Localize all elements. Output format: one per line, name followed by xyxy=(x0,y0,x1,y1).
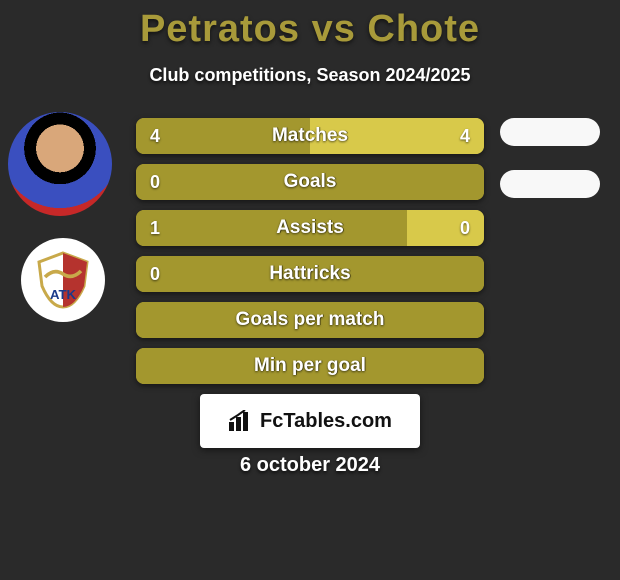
left-avatars: ATK xyxy=(8,112,118,322)
bar-row: Min per goal xyxy=(136,348,484,384)
bar-label: Hattricks xyxy=(136,256,484,292)
bar-label: Goals xyxy=(136,164,484,200)
bar-row: 0Hattricks xyxy=(136,256,484,292)
bar-label: Assists xyxy=(136,210,484,246)
site-badge: FcTables.com xyxy=(200,394,420,448)
crest-text: ATK xyxy=(50,287,77,302)
date-line: 6 october 2024 xyxy=(0,454,620,477)
pill-1 xyxy=(500,118,600,146)
player-face-placeholder xyxy=(8,112,112,216)
chart-icon xyxy=(228,410,254,432)
shield-icon: ATK xyxy=(33,250,93,310)
pill-2 xyxy=(500,170,600,198)
bar-row: 0Goals xyxy=(136,164,484,200)
bar-row: Goals per match xyxy=(136,302,484,338)
player-avatar xyxy=(8,112,112,216)
site-badge-text: FcTables.com xyxy=(260,410,392,433)
bar-label: Matches xyxy=(136,118,484,154)
bar-label: Goals per match xyxy=(136,302,484,338)
comparison-bars: 44Matches 0Goals 10Assists 0Hattricks Goals … xyxy=(136,118,484,394)
bar-row: 44Matches xyxy=(136,118,484,154)
club-crest: ATK xyxy=(21,238,105,322)
right-pills xyxy=(500,118,600,222)
bar-label: Min per goal xyxy=(136,348,484,384)
bar-row: 10Assists xyxy=(136,210,484,246)
page-title: Petratos vs Chote xyxy=(0,0,620,51)
subtitle: Club competitions, Season 2024/2025 xyxy=(0,65,620,86)
